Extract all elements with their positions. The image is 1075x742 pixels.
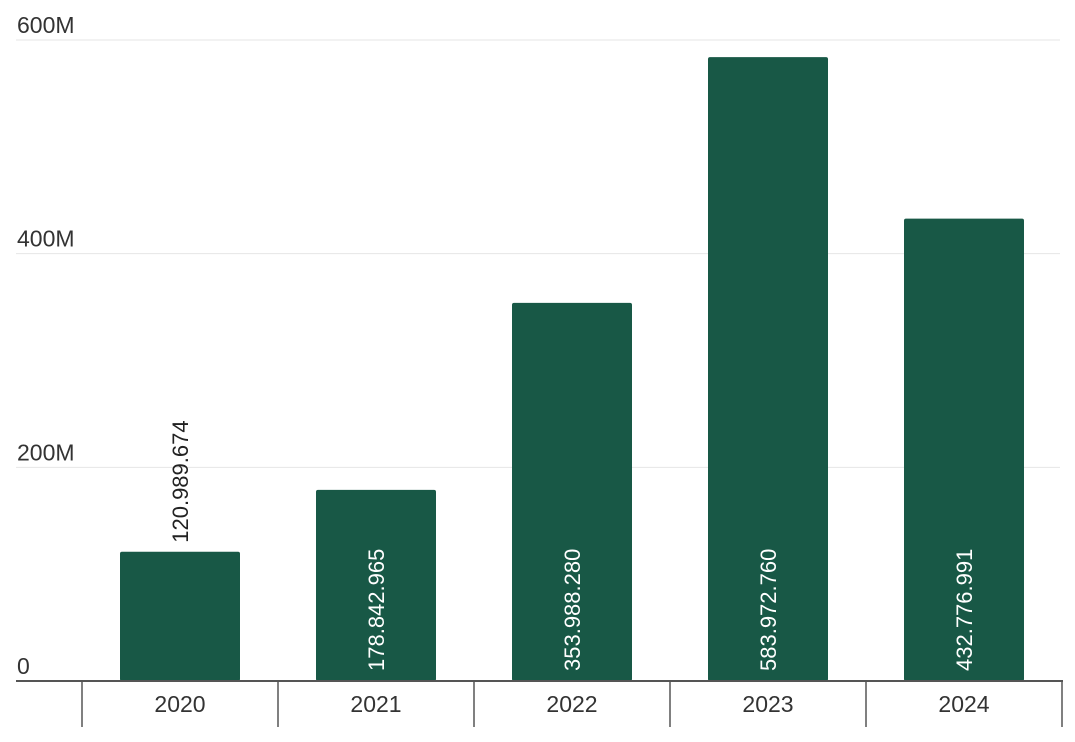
- x-tick-label: 2024: [938, 691, 989, 717]
- y-tick-label: 0: [17, 653, 30, 679]
- y-tick-label: 600M: [17, 12, 75, 38]
- data-label: 353.988.280: [560, 549, 585, 671]
- data-labels: 120.989.674 178.842.965 353.988.280 583.972…: [168, 420, 977, 671]
- y-tick-label: 200M: [17, 439, 75, 465]
- bar-2021: [316, 489, 436, 681]
- data-label: 432.776.991: [952, 549, 977, 671]
- data-label: 583.972.760: [756, 549, 781, 671]
- data-label: 178.842.965: [364, 549, 389, 671]
- x-tick-label: 2023: [742, 691, 793, 717]
- data-label: 120.989.674: [168, 420, 193, 542]
- y-axis-tick-labels: 0 200M 400M 600M: [17, 12, 75, 679]
- x-tick-label: 2022: [546, 691, 597, 717]
- y-tick-label: 400M: [17, 226, 75, 252]
- x-tick-label: 2021: [350, 691, 401, 717]
- bars: [120, 57, 1024, 682]
- bar-2024: [904, 218, 1024, 682]
- bar-2020: [120, 551, 240, 681]
- bar-2023: [708, 57, 828, 681]
- x-axis-ticks: 2020 2021 2022 2023 2024: [81, 681, 1063, 727]
- x-tick-label: 2020: [154, 691, 205, 717]
- bar-2022: [512, 302, 632, 681]
